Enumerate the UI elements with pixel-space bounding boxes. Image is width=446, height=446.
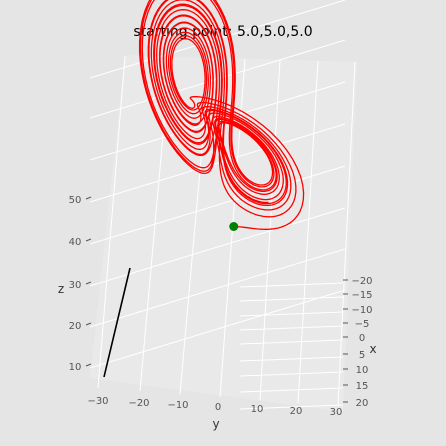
z-tick-label: 10: [69, 362, 82, 373]
grid-line-y: [297, 60, 319, 404]
grid-line-z: [89, 123, 346, 203]
z-tick-label: 20: [69, 321, 82, 332]
plot-area: [103, 0, 305, 378]
lorenz-trajectory: [138, 0, 305, 230]
tick-labels: −30 −20 −10 0 10 20 30 −20 −15 −10 −5 0 5 10 15 20 10 20 3…: [69, 195, 373, 418]
x-tick-label: −10: [351, 305, 372, 316]
y-tick-label: 10: [251, 404, 264, 415]
z-tick-label: 40: [69, 237, 82, 248]
back-pane: [90, 55, 357, 412]
grid-line-x: [239, 311, 344, 317]
y-tick-label: 20: [290, 406, 303, 417]
x-tick-label: −5: [355, 319, 370, 330]
x-tick-label: −15: [351, 290, 372, 301]
y-tick-label: −30: [87, 396, 108, 407]
grid-line-y: [337, 61, 356, 407]
start-point-marker: [229, 222, 239, 231]
grid-line-z: [89, 248, 346, 328]
x-tick-label: 5: [359, 350, 365, 361]
grid-line-x: [239, 404, 344, 410]
x-tick-label: 0: [359, 333, 365, 344]
grid-line-z: [89, 289, 346, 369]
black-reference-line: [103, 267, 131, 378]
grid-line-x: [239, 371, 344, 377]
x-tick-label: 15: [356, 381, 369, 392]
z-tick-label: 30: [69, 280, 82, 291]
z-tick-mark: [85, 363, 92, 367]
x-tick-label: 10: [356, 365, 369, 376]
grid-line-x: [239, 356, 344, 362]
chart-title: starting point: 5.0,5.0,5.0: [133, 24, 312, 40]
grid-line-z: [89, 0, 346, 79]
x-axis-label: x: [369, 342, 376, 356]
grid-line-x: [239, 387, 344, 393]
grid-line-z: [89, 207, 346, 287]
y-tick-label: −10: [167, 400, 188, 411]
y-tick-label: 30: [330, 407, 343, 418]
grid-line-x: [239, 282, 344, 288]
z-tick-mark: [85, 196, 92, 200]
grid-line-y: [97, 55, 126, 389]
z-tick-label: 50: [69, 195, 82, 206]
y-axis-label: y: [212, 417, 219, 431]
x-tick-label: 20: [356, 398, 369, 409]
grid-line-x: [239, 339, 344, 345]
y-tick-label: 0: [215, 402, 221, 413]
y-tick-label: −20: [128, 398, 149, 409]
grid-line-z: [89, 39, 346, 119]
z-tick-mark: [85, 238, 92, 242]
grid-line-x: [239, 296, 344, 302]
z-tick-mark: [85, 322, 92, 326]
grid-line-z: [89, 81, 346, 161]
x-tick-label: −20: [351, 276, 372, 287]
gridlines: [89, 0, 356, 410]
z-tick-mark: [85, 281, 92, 285]
grid-line-x: [239, 325, 344, 331]
grid-line-z: [89, 165, 346, 245]
z-axis-label: z: [58, 282, 64, 296]
